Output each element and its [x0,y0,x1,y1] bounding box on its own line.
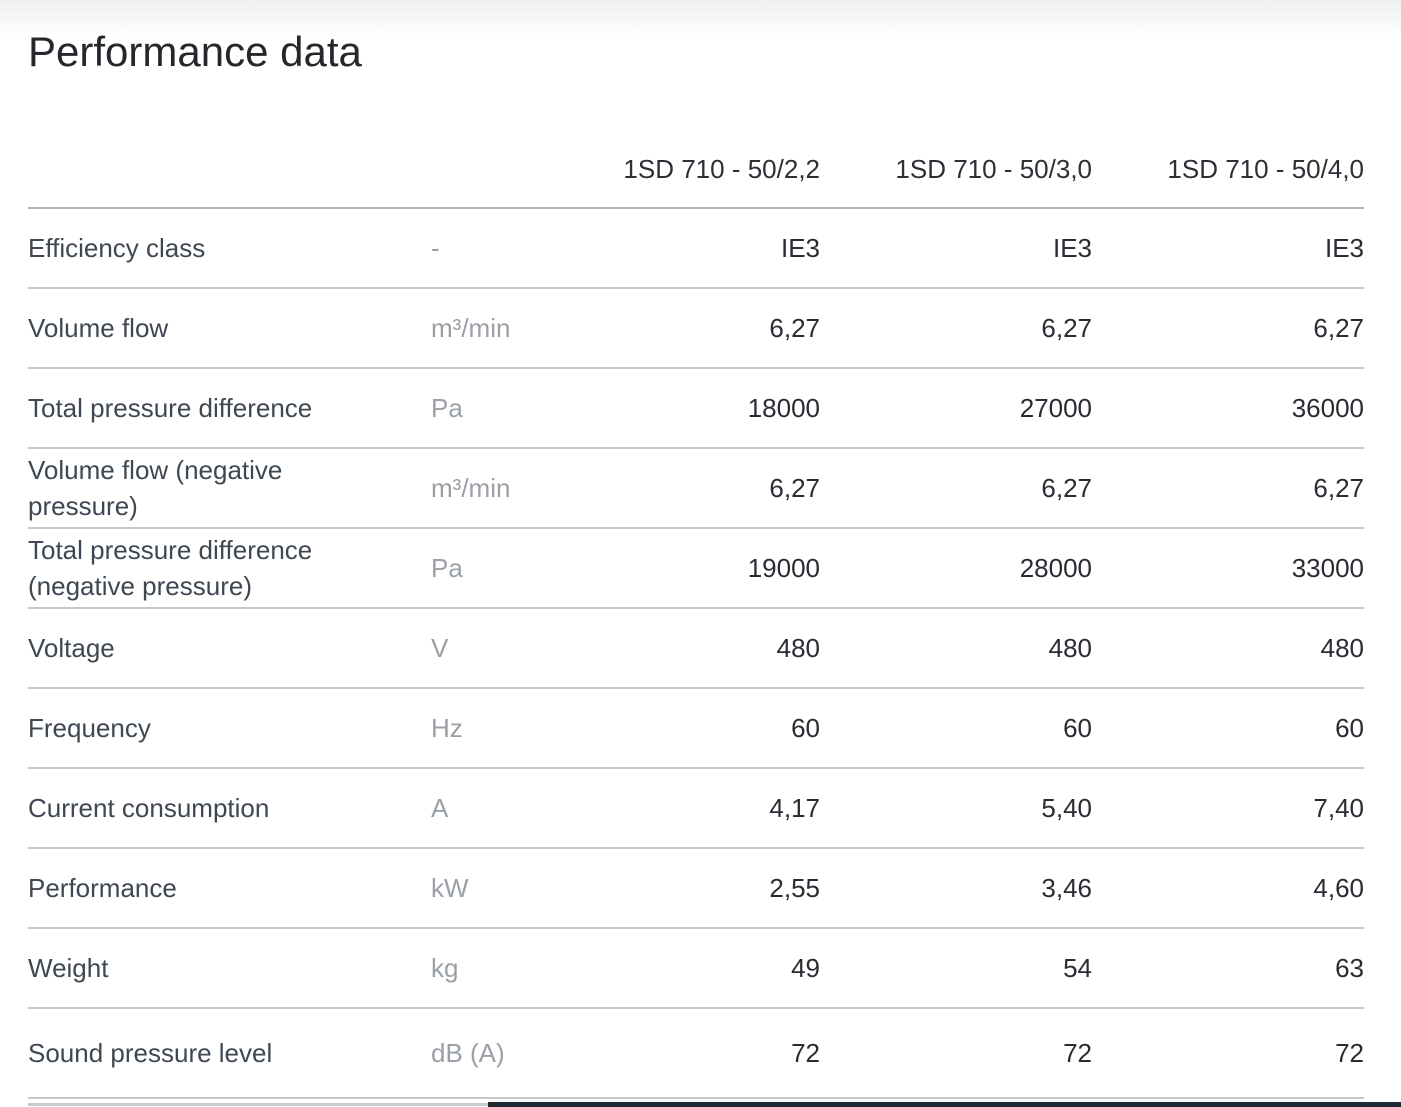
table-row-volume-flow: Volume flow m³/min 6,27 6,27 6,27 [28,289,1364,369]
row-value: 6,27 [1041,312,1092,343]
row-unit: A [431,792,449,823]
column-header-model-3: 1SD 710 - 50/4,0 [1167,154,1364,184]
row-value: 6,27 [1313,472,1364,503]
row-value: IE3 [1052,232,1092,263]
row-value: 6,27 [1313,312,1364,343]
table-header-row: 1SD 710 - 50/2,2 1SD 710 - 50/3,0 1SD 71… [28,77,1364,209]
row-value: 60 [1335,712,1364,743]
table-row-performance: Performance kW 2,55 3,46 4,60 [28,849,1364,929]
performance-table: 1SD 710 - 50/2,2 1SD 710 - 50/3,0 1SD 71… [28,77,1364,1099]
table-row-total-pressure-difference-negative-pressure: Total pressure difference (negative pres… [28,529,1364,609]
row-value: 60 [791,712,820,743]
row-value: 6,27 [1041,472,1092,503]
column-header-model-1: 1SD 710 - 50/2,2 [623,154,820,184]
row-value: 6,27 [769,312,820,343]
row-label: Weight [28,953,109,983]
table-row-frequency: Frequency Hz 60 60 60 [28,689,1364,769]
page-title: Performance data [28,28,362,75]
row-value: 7,40 [1313,792,1364,823]
row-value: 3,46 [1041,872,1092,903]
row-label: Frequency [28,713,151,743]
row-value: 33000 [1291,552,1364,583]
row-value: 5,40 [1041,792,1092,823]
table-row-weight: Weight kg 49 54 63 [28,929,1364,1009]
column-header-model-2: 1SD 710 - 50/3,0 [895,154,1092,184]
row-label: Total pressure difference [28,393,313,423]
row-unit: kW [431,872,469,903]
row-value: 27000 [1019,392,1092,423]
row-unit: Hz [431,712,463,743]
row-value: 72 [1063,1037,1092,1068]
table-row-voltage: Voltage V 480 480 480 [28,609,1364,689]
table-row-efficiency-class: Efficiency class - IE3 IE3 IE3 [28,209,1364,289]
row-label: Sound pressure level [28,1038,273,1068]
table-row-volume-flow-negative-pressure: Volume flow (negative pressure) m³/min 6… [28,449,1364,529]
header-label-spacer [28,185,431,207]
row-value: 18000 [747,392,820,423]
row-unit: Pa [431,392,463,423]
row-value: 2,55 [769,872,820,903]
row-value: 4,17 [769,792,820,823]
row-unit: dB (A) [431,1037,505,1068]
row-value: 54 [1063,952,1092,983]
header-unit-spacer [431,185,548,207]
row-value: 480 [776,632,820,663]
row-value: IE3 [780,232,820,263]
row-label: Voltage [28,633,115,663]
row-label: Volume flow (negative pressure) [28,455,283,521]
row-unit: V [431,632,449,663]
row-label: Total pressure difference (negative pres… [28,535,313,601]
row-value: 4,60 [1313,872,1364,903]
row-value: 480 [1320,632,1364,663]
table-row-total-pressure-difference: Total pressure difference Pa 18000 27000… [28,369,1364,449]
row-label: Volume flow [28,313,169,343]
row-label: Performance [28,873,177,903]
row-value: 28000 [1019,552,1092,583]
row-unit: m³/min [431,312,511,343]
row-value: 480 [1048,632,1092,663]
row-unit: - [431,232,440,263]
row-label: Current consumption [28,793,270,823]
row-value: 36000 [1291,392,1364,423]
row-value: 49 [791,952,820,983]
row-value: 72 [1335,1037,1364,1068]
table-row-current-consumption: Current consumption A 4,17 5,40 7,40 [28,769,1364,849]
row-value: 6,27 [769,472,820,503]
row-value: 19000 [747,552,820,583]
row-value: 63 [1335,952,1364,983]
row-unit: kg [431,952,459,983]
horizontal-scrollbar-thumb[interactable] [488,1102,1401,1107]
row-value: 60 [1063,712,1092,743]
row-unit: m³/min [431,472,511,503]
table-row-sound-pressure-level: Sound pressure level dB (A) 72 72 72 [28,1009,1364,1099]
row-label: Efficiency class [28,233,206,263]
row-value: 72 [791,1037,820,1068]
horizontal-scrollbar-track [28,1103,488,1106]
row-unit: Pa [431,552,463,583]
row-value: IE3 [1324,232,1364,263]
